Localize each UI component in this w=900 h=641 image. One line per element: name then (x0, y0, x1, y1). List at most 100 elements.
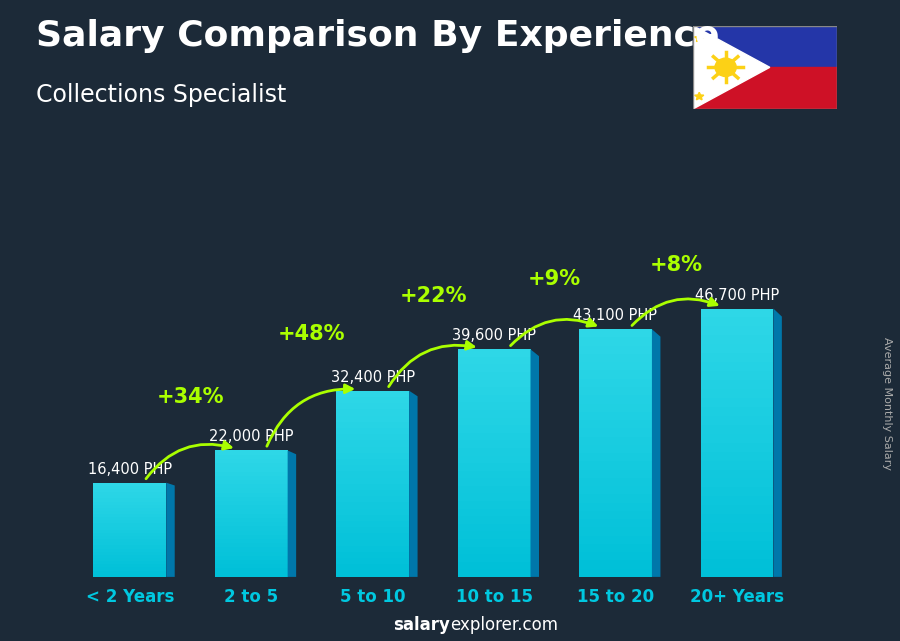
Bar (94, 504, 166, 508)
Bar (215, 476, 288, 480)
Bar (700, 362, 773, 371)
Bar (579, 544, 652, 552)
Bar (337, 403, 410, 410)
Bar (457, 372, 530, 379)
Text: salary: salary (393, 616, 450, 634)
Bar (700, 407, 773, 416)
Bar (337, 484, 410, 490)
Text: 22,000 PHP: 22,000 PHP (209, 429, 293, 444)
Bar (579, 345, 652, 354)
Bar (579, 404, 652, 412)
Bar (700, 434, 773, 443)
Bar (215, 463, 288, 467)
Bar (579, 511, 652, 519)
Text: explorer.com: explorer.com (450, 616, 558, 634)
Bar (94, 529, 166, 533)
Bar (337, 515, 410, 521)
Bar (94, 567, 166, 570)
Bar (457, 494, 530, 501)
Bar (215, 459, 288, 463)
Bar (457, 379, 530, 387)
Bar (94, 564, 166, 567)
Bar (457, 365, 530, 372)
Bar (579, 462, 652, 470)
Bar (457, 562, 530, 569)
Bar (579, 445, 652, 453)
Text: +34%: +34% (157, 387, 224, 407)
Bar (700, 380, 773, 389)
Bar (215, 547, 288, 552)
Bar (457, 387, 530, 395)
Bar (337, 508, 410, 515)
Bar (215, 488, 288, 493)
Bar (579, 494, 652, 503)
Bar (579, 412, 652, 420)
Bar (700, 559, 773, 568)
Polygon shape (695, 92, 704, 100)
Bar (457, 456, 530, 463)
Bar (337, 478, 410, 484)
Bar (94, 495, 166, 498)
Bar (700, 425, 773, 434)
Text: +9%: +9% (528, 269, 581, 289)
Bar (700, 568, 773, 577)
Bar (215, 560, 288, 564)
Bar (579, 453, 652, 462)
Bar (337, 397, 410, 403)
Polygon shape (166, 483, 175, 577)
Bar (700, 496, 773, 505)
Bar (700, 532, 773, 541)
Bar (94, 508, 166, 511)
Bar (457, 357, 530, 365)
Bar (457, 433, 530, 440)
Bar (215, 513, 288, 518)
Bar (457, 524, 530, 531)
Bar (700, 443, 773, 452)
Text: 32,400 PHP: 32,400 PHP (330, 370, 415, 385)
Bar (337, 440, 410, 447)
Bar (457, 539, 530, 547)
Bar (94, 552, 166, 555)
Bar (457, 569, 530, 577)
Bar (579, 337, 652, 345)
Bar (337, 391, 410, 397)
FancyArrowPatch shape (267, 385, 352, 446)
FancyArrowPatch shape (632, 298, 717, 326)
Bar (337, 459, 410, 465)
Bar (579, 552, 652, 560)
Bar (337, 521, 410, 528)
Bar (579, 437, 652, 445)
Text: Collections Specialist: Collections Specialist (36, 83, 286, 107)
Bar (94, 501, 166, 504)
Bar (215, 543, 288, 547)
Bar (337, 565, 410, 570)
Bar (700, 317, 773, 326)
Bar (337, 471, 410, 478)
Bar (457, 395, 530, 403)
Bar (215, 564, 288, 569)
Bar (215, 451, 288, 454)
Bar (94, 561, 166, 564)
Text: Salary Comparison By Experience: Salary Comparison By Experience (36, 19, 719, 53)
Text: Average Monthly Salary: Average Monthly Salary (881, 337, 892, 470)
Bar (215, 501, 288, 505)
Bar (700, 470, 773, 478)
Bar (337, 558, 410, 565)
Bar (215, 535, 288, 539)
Bar (457, 478, 530, 486)
Bar (700, 487, 773, 496)
Bar (94, 511, 166, 514)
Circle shape (716, 58, 736, 76)
Bar (700, 478, 773, 487)
Bar (700, 344, 773, 353)
Bar (579, 420, 652, 428)
Bar (579, 387, 652, 395)
Bar (700, 308, 773, 317)
Bar (337, 465, 410, 471)
Bar (579, 486, 652, 494)
Bar (94, 549, 166, 552)
Bar (94, 533, 166, 536)
Bar (215, 526, 288, 531)
Text: +22%: +22% (400, 286, 467, 306)
Bar (579, 503, 652, 511)
